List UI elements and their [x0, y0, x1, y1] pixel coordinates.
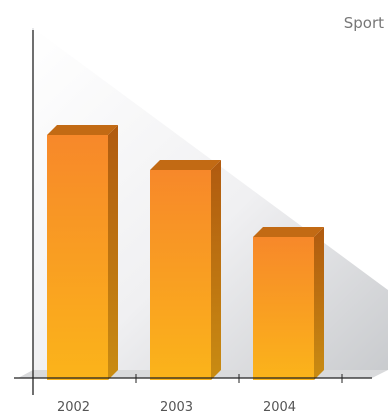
- bar-2002: [47, 125, 118, 380]
- bar-cap-2002: [47, 125, 118, 135]
- bar-front-2002: [47, 135, 108, 380]
- x-tick-labels-group: 2002 2003 2004: [57, 400, 296, 412]
- bar-side-2002: [108, 125, 118, 380]
- bar-2004: [253, 227, 324, 380]
- x-tick-label-2002: 2002: [57, 400, 90, 412]
- bar-front-2003: [150, 170, 211, 380]
- bars-group: [47, 125, 324, 380]
- x-ticks-group: [32, 374, 343, 383]
- bar-cap-2004: [253, 227, 324, 237]
- bar-front-2004: [253, 237, 314, 380]
- x-tick-label-2004: 2004: [263, 400, 296, 412]
- bar-cap-2003: [150, 160, 221, 170]
- bar-side-2003: [211, 160, 221, 380]
- bar-2003: [150, 160, 221, 380]
- x-tick-label-2003: 2003: [160, 400, 193, 412]
- chart-title: Sport: [343, 14, 384, 32]
- bar-side-2004: [314, 227, 324, 380]
